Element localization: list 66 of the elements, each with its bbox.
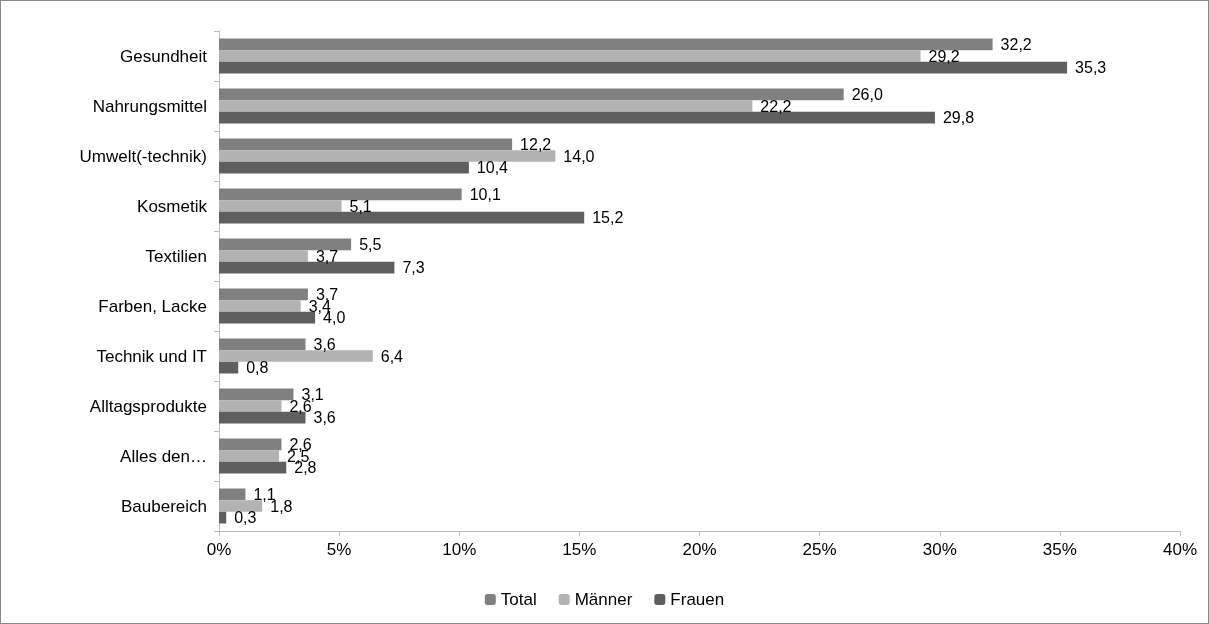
y-tick-label: Textilien: [145, 246, 207, 266]
bar: [219, 450, 280, 462]
data-label: 29,2: [928, 47, 960, 65]
data-label: 3,6: [313, 335, 336, 353]
x-tick-label: 0%: [206, 540, 232, 559]
bar: [219, 300, 301, 312]
data-label: 15,2: [592, 209, 624, 227]
legend-label: Frauen: [670, 590, 725, 609]
bar: [219, 361, 239, 374]
bar: [219, 100, 753, 112]
bar: [219, 511, 227, 524]
bar: [219, 250, 308, 262]
x-tick-label: 40%: [1162, 540, 1198, 559]
y-tick-label: Nahrungsmittel: [92, 96, 207, 116]
data-label: 0,8: [246, 359, 269, 377]
data-label: 22,2: [760, 97, 792, 115]
bar: [219, 288, 308, 301]
x-tick-label: 15%: [562, 540, 597, 559]
x-tick-label: 35%: [1042, 540, 1077, 559]
y-tick-label: Gesundheit: [120, 46, 208, 66]
data-label: 3,6: [313, 409, 336, 427]
legend-label: Männer: [574, 590, 633, 609]
data-label: 0,3: [234, 509, 257, 527]
data-label: 10,1: [469, 185, 501, 203]
bar: [219, 338, 306, 351]
data-label: 32,2: [1000, 35, 1032, 53]
data-label: 7,3: [402, 259, 425, 277]
y-tick-label: Alles den…: [120, 446, 207, 466]
bar: [219, 438, 282, 451]
data-label: 10,4: [476, 159, 509, 177]
bar: [219, 500, 263, 512]
y-tick-label: Alltagsprodukte: [89, 396, 207, 416]
bar: [219, 200, 342, 212]
data-label: 3,7: [315, 247, 339, 265]
x-tick-label: 20%: [682, 540, 717, 559]
bar: [219, 38, 993, 51]
bar: [219, 488, 246, 501]
bar: [219, 400, 282, 412]
bar: [219, 350, 373, 362]
data-label: 35,3: [1075, 59, 1107, 77]
data-label: 5,1: [349, 197, 372, 215]
y-tick-label: Farben, Lacke: [98, 296, 207, 316]
data-label: 5,5: [359, 235, 382, 253]
y-tick-label: Umwelt(-technik): [79, 146, 207, 166]
bar: [219, 88, 844, 101]
bar: [219, 150, 556, 162]
bar: [219, 388, 294, 401]
bar: [219, 461, 287, 474]
data-label: 6,4: [380, 347, 404, 365]
y-tick-label: Kosmetik: [137, 196, 208, 216]
bar: [219, 188, 462, 201]
bar: [219, 50, 921, 62]
bar: [219, 161, 469, 174]
data-label: 14,0: [563, 147, 595, 165]
data-label: 29,8: [942, 109, 975, 127]
bar: [219, 138, 513, 151]
bar: [219, 238, 352, 251]
x-tick-label: 10%: [442, 540, 477, 559]
legend-label: Total: [500, 590, 537, 609]
x-tick-label: 5%: [326, 540, 352, 559]
x-tick-label: 30%: [922, 540, 957, 559]
y-tick-label: Baubereich: [120, 496, 207, 516]
data-label: 26,0: [851, 85, 883, 103]
data-label: 12,2: [520, 135, 552, 153]
x-tick-label: 25%: [802, 540, 837, 559]
y-tick-label: Technik und IT: [96, 346, 207, 366]
